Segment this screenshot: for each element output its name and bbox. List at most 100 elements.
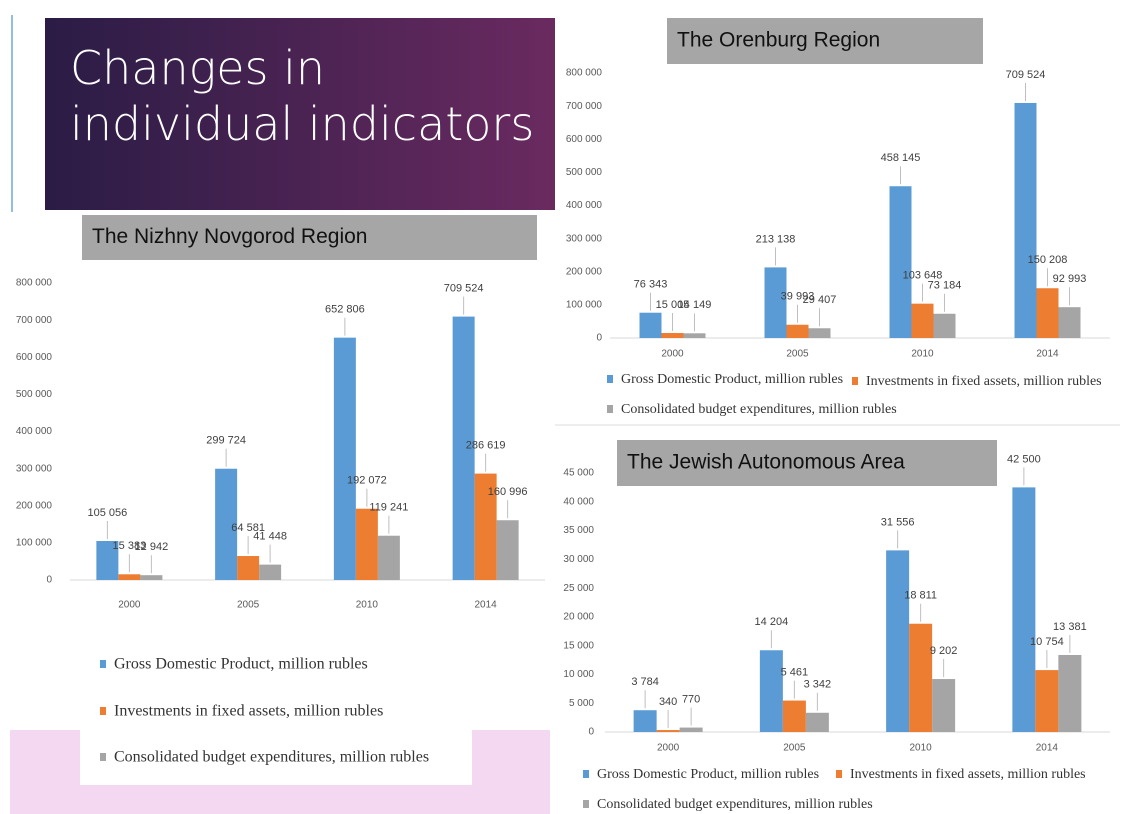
y-tick-label: 15 000: [563, 640, 594, 651]
bar: [932, 679, 956, 732]
bar: [96, 540, 119, 580]
y-tick-label: 5 000: [569, 698, 594, 709]
data-label: 340: [659, 696, 677, 708]
bar: [782, 700, 806, 732]
data-label: 299 724: [206, 435, 246, 447]
x-tick-label: 2000: [661, 349, 684, 360]
x-tick-label: 2005: [237, 600, 260, 611]
bar: [661, 333, 684, 338]
data-label: 150 208: [1028, 254, 1068, 266]
x-tick-label: 2005: [783, 743, 806, 754]
bar: [909, 623, 933, 732]
data-label: 15 005: [656, 299, 690, 311]
bar: [1058, 654, 1082, 732]
y-tick-label: 25 000: [563, 583, 594, 594]
data-label: 3 784: [631, 676, 659, 688]
y-tick-label: 10 000: [563, 669, 594, 680]
y-tick-label: 300 000: [16, 463, 53, 474]
y-tick-label: 200 000: [16, 500, 53, 511]
bar: [1036, 288, 1059, 338]
bar: [683, 333, 706, 338]
bar: [215, 468, 238, 580]
x-tick-label: 2010: [911, 349, 934, 360]
bar: [1035, 670, 1059, 732]
bar: [679, 727, 703, 732]
data-label: 76 343: [634, 279, 668, 291]
data-label: 105 056: [87, 507, 127, 519]
bar: [259, 564, 282, 580]
data-label: 5 461: [781, 666, 809, 678]
bar: [377, 535, 400, 580]
legend-label: Gross Domestic Product, million rubles: [621, 372, 843, 387]
data-label: 39 993: [781, 291, 815, 303]
legend-swatch: [583, 800, 589, 808]
y-tick-label: 100 000: [16, 538, 53, 549]
data-label: 286 619: [466, 439, 506, 451]
bar: [474, 473, 497, 580]
legend-swatch: [583, 770, 589, 778]
chart-title: The Orenburg Region: [677, 29, 880, 52]
legend-label: Consolidated budget expenditures, millio…: [621, 402, 897, 417]
bar: [452, 316, 475, 580]
data-label: 64 581: [231, 522, 265, 534]
data-label: 14 204: [755, 616, 789, 628]
bar: [889, 186, 912, 338]
bar: [786, 324, 809, 338]
data-label: 92 993: [1053, 273, 1087, 285]
chart-title: The Nizhny Novgorod Region: [92, 225, 367, 248]
legend-label: Consolidated budget expenditures, millio…: [114, 749, 429, 766]
y-tick-label: 200 000: [566, 266, 603, 277]
x-tick-label: 2010: [910, 743, 933, 754]
y-tick-label: 100 000: [566, 300, 603, 311]
x-tick-label: 2005: [786, 349, 809, 360]
y-tick-label: 700 000: [16, 315, 53, 326]
bar: [764, 267, 787, 338]
data-label: 9 202: [930, 645, 958, 657]
legend-swatch: [836, 770, 842, 778]
bar: [140, 575, 163, 580]
x-tick-label: 2014: [1036, 743, 1059, 754]
data-label: 10 754: [1030, 636, 1064, 648]
bar: [1014, 102, 1037, 338]
x-tick-label: 2014: [475, 600, 498, 611]
bar: [1058, 307, 1081, 338]
legend-label: Gross Domestic Product, million rubles: [597, 767, 819, 782]
data-label: 458 145: [881, 152, 921, 164]
bar: [933, 313, 956, 338]
y-tick-label: 40 000: [563, 496, 594, 507]
chart-title-box: [617, 440, 997, 486]
bar: [333, 337, 356, 580]
y-tick-label: 0: [596, 333, 602, 344]
data-label: 41 448: [253, 531, 287, 543]
y-tick-label: 20 000: [563, 612, 594, 623]
y-tick-label: 300 000: [566, 233, 603, 244]
legend-label: Consolidated budget expenditures, millio…: [597, 797, 873, 812]
legend-label: Investments in fixed assets, million rub…: [866, 374, 1102, 389]
bar: [759, 650, 783, 732]
data-label: 42 500: [1007, 453, 1041, 465]
data-label: 14 149: [678, 299, 712, 311]
y-tick-label: 500 000: [16, 389, 53, 400]
x-tick-label: 2010: [356, 600, 379, 611]
data-label: 12 942: [135, 541, 169, 553]
chart-title: The Jewish Autonomous Area: [627, 451, 905, 474]
legend-swatch: [607, 375, 613, 383]
y-tick-label: 700 000: [566, 101, 603, 112]
bar: [633, 710, 657, 732]
legend-swatch: [100, 660, 106, 668]
legend-label: Gross Domestic Product, million rubles: [114, 656, 368, 673]
bar: [911, 303, 934, 338]
legend-panel: [80, 640, 472, 785]
data-label: 709 524: [444, 282, 484, 294]
y-tick-label: 45 000: [563, 468, 594, 479]
data-label: 3 342: [804, 679, 832, 691]
y-tick-label: 0: [46, 575, 52, 586]
y-tick-label: 800 000: [566, 68, 603, 79]
x-tick-label: 2014: [1036, 349, 1059, 360]
legend-swatch: [607, 405, 613, 413]
bar: [355, 508, 378, 580]
y-tick-label: 400 000: [566, 200, 603, 211]
y-tick-label: 35 000: [563, 525, 594, 536]
